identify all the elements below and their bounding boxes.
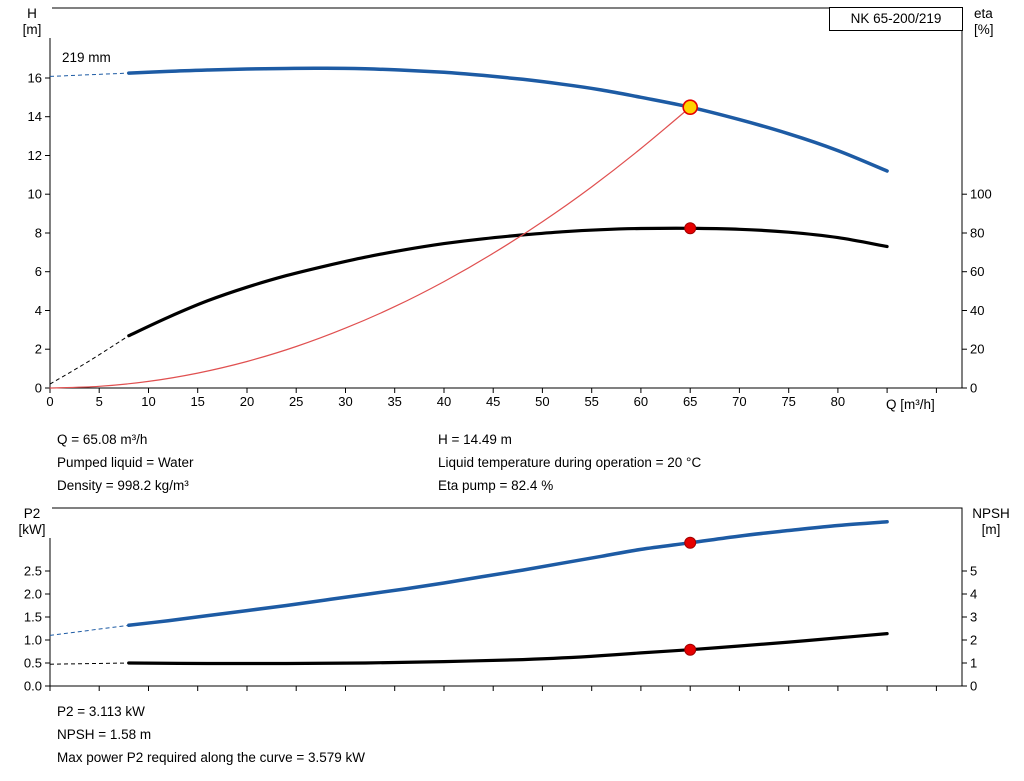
- p2-point-marker[interactable]: [684, 536, 697, 549]
- eta-axis-unit: [%]: [974, 22, 994, 37]
- x-tick-label: 50: [535, 394, 549, 409]
- x-tick-label: 55: [584, 394, 598, 409]
- q-axis-title: Q [m³/h]: [886, 397, 935, 412]
- eta-curve: [127, 226, 889, 338]
- x-tick-label: 30: [338, 394, 352, 409]
- pump-model-label: NK 65-200/219: [850, 11, 942, 26]
- y-right-tick-label: 80: [970, 226, 984, 241]
- flow-readout: Q = 65.08 m³/h: [57, 432, 148, 447]
- h-curve: [127, 66, 889, 173]
- h-axis-unit: [m]: [22, 22, 42, 37]
- p2-readout: P2 = 3.113 kW: [57, 704, 145, 719]
- y-left-tick-label: 6: [35, 264, 42, 279]
- eta-point-marker[interactable]: [684, 222, 697, 235]
- pumped-liquid-readout: Pumped liquid = Water: [57, 455, 194, 470]
- y-right-tick-label: 0: [970, 679, 977, 694]
- y-right-tick-label: 0: [970, 381, 977, 396]
- temperature-readout: Liquid temperature during operation = 20…: [438, 455, 702, 470]
- y-left-tick-label: 8: [35, 226, 42, 241]
- y-right-tick-label: 100: [970, 187, 992, 202]
- duty-info-left: Q = 65.08 m³/h Pumped liquid = Water Den…: [57, 428, 193, 497]
- y-left-tick-label: 0.0: [24, 679, 42, 694]
- eta-pump-readout: Eta pump = 82.4 %: [438, 478, 554, 493]
- x-tick-label: 0: [46, 394, 53, 409]
- h-axis-symbol: H: [27, 6, 37, 21]
- y-left-tick-label: 1.0: [24, 633, 42, 648]
- y-left-tick-label: 0.5: [24, 656, 42, 671]
- y-left-tick-label: 0: [35, 381, 42, 396]
- y-right-tick-label: 2: [970, 633, 977, 648]
- y-right-tick-label: 60: [970, 264, 984, 279]
- x-tick-label: 35: [387, 394, 401, 409]
- x-tick-label: 20: [240, 394, 254, 409]
- y-right-tick-label: 5: [970, 564, 977, 579]
- npsh-axis-title: NPSH [m]: [964, 506, 1018, 538]
- y-left-tick-label: 14: [28, 109, 42, 124]
- y-right-tick-label: 40: [970, 303, 984, 318]
- npsh-axis-unit: [m]: [981, 522, 1001, 537]
- impeller-diameter-label: 219 mm: [62, 50, 111, 65]
- y-left-tick-label: 2.0: [24, 587, 42, 602]
- x-tick-label: 25: [289, 394, 303, 409]
- duty-point-marker[interactable]: [682, 99, 699, 115]
- x-tick-label: 10: [141, 394, 155, 409]
- npsh-curve-dashed: [49, 662, 129, 665]
- y-left-tick-label: 2: [35, 342, 42, 357]
- x-tick-label: 5: [96, 394, 103, 409]
- y-right-tick-label: 20: [970, 342, 984, 357]
- y-left-tick-label: 10: [28, 187, 42, 202]
- eta-axis-symbol: eta: [974, 6, 993, 21]
- p2-curve: [127, 520, 889, 628]
- x-tick-label: 60: [634, 394, 648, 409]
- h-axis-title: H [m]: [12, 6, 52, 38]
- hq-eta-chart-frame: [49, 7, 963, 389]
- p2-curve-dashed: [49, 624, 129, 636]
- duty-info-right: H = 14.49 m Liquid temperature during op…: [438, 428, 701, 497]
- y-left-tick-label: 1.5: [24, 610, 42, 625]
- h-curve-dashed: [49, 72, 129, 77]
- x-tick-label: 80: [831, 394, 845, 409]
- y-right-tick-label: 3: [970, 610, 977, 625]
- head-readout: H = 14.49 m: [438, 432, 512, 447]
- y-left-tick-label: 12: [28, 148, 42, 163]
- power-info: P2 = 3.113 kW NPSH = 1.58 m Max power P2…: [57, 700, 365, 769]
- x-tick-label: 75: [781, 394, 795, 409]
- npsh-curve: [127, 632, 889, 666]
- density-readout: Density = 998.2 kg/m³: [57, 478, 189, 493]
- x-tick-label: 70: [732, 394, 746, 409]
- x-tick-label: 15: [190, 394, 204, 409]
- eta-axis-title: eta [%]: [974, 6, 1020, 38]
- npsh-readout: NPSH = 1.58 m: [57, 727, 152, 742]
- p2-axis-unit: [kW]: [18, 522, 46, 537]
- y-left-tick-label: 4: [35, 303, 42, 318]
- p2-axis-title: P2 [kW]: [12, 506, 52, 538]
- y-left-tick-label: 2.5: [24, 564, 42, 579]
- x-tick-label: 40: [437, 394, 451, 409]
- y-right-tick-label: 4: [970, 587, 977, 602]
- x-tick-label: 45: [486, 394, 500, 409]
- npsh-point-marker[interactable]: [684, 643, 697, 656]
- y-left-tick-label: 16: [28, 71, 42, 86]
- y-right-tick-label: 1: [970, 656, 977, 671]
- p2-npsh-chart-frame: [49, 507, 963, 687]
- npsh-axis-symbol: NPSH: [972, 506, 1010, 521]
- eta-curve-dashed: [49, 335, 130, 385]
- p2-axis-symbol: P2: [23, 506, 41, 521]
- max-power-readout: Max power P2 required along the curve = …: [57, 750, 366, 765]
- system-curve: [49, 106, 691, 389]
- x-tick-label: 65: [683, 394, 697, 409]
- pump-model-box: NK 65-200/219: [829, 7, 963, 31]
